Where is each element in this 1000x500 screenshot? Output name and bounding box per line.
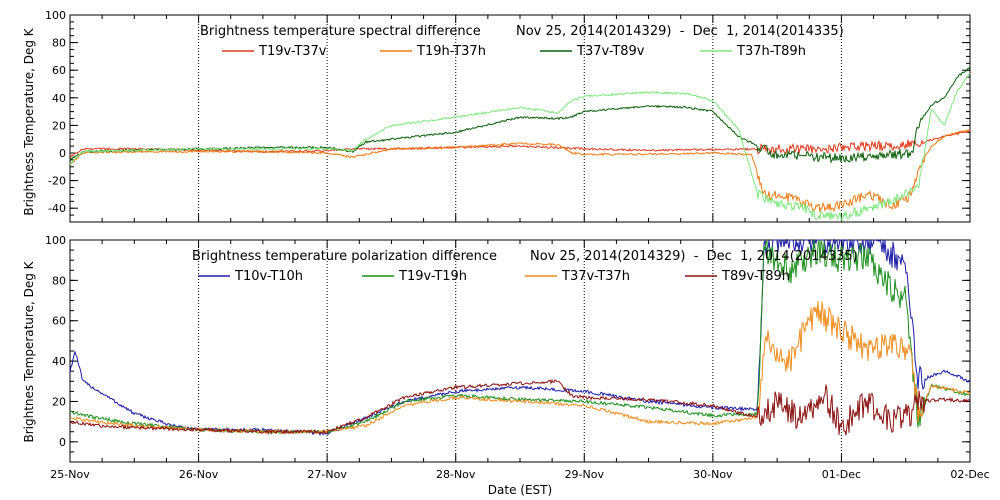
y-tick-label: 60 <box>52 315 66 328</box>
x-tick-label: 26-Nov <box>179 468 219 481</box>
y-tick-label: 40 <box>52 355 66 368</box>
y-tick-label: 40 <box>52 92 66 105</box>
polarization-chart-title: Brightness temperature polarization diff… <box>192 249 497 264</box>
y-tick-label: 20 <box>52 119 66 132</box>
legend-label: T37v-T89v <box>576 44 645 59</box>
y-tick-label: -40 <box>48 202 66 215</box>
polarization-y-axis: 0 20 40 60 80 100 <box>45 234 970 463</box>
y-tick-label: 0 <box>59 147 66 160</box>
spectral-legend: T19v-T37v T19h-T37h T37v-T89v T37h-T89h <box>222 44 806 59</box>
polarization-difference-panel: 0 20 40 60 80 100 25-Nov 26-Nov 27-Nov 28-Nov 29-… <box>22 234 990 497</box>
spectral-x-ticks <box>69 15 971 222</box>
polarization-x-axis: 25-Nov 26-Nov 27-Nov 28-Nov 29-Nov 30-Nov 01-D… <box>50 240 990 481</box>
y-tick-label: 100 <box>45 9 66 22</box>
series-line-T19v-T19h <box>69 239 971 435</box>
legend-label: T19v-T37v <box>258 44 327 59</box>
spectral-date-range: Nov 25, 2014(2014329) - Dec 1, 2014(2014… <box>516 24 844 39</box>
series-line-T10v-T10h <box>69 238 971 436</box>
legend-label: T89v-T89h <box>721 269 790 284</box>
spectral-plot-frame <box>69 14 971 223</box>
legend-label: T19v-T19h <box>398 269 467 284</box>
spectral-difference-panel: -40 -20 0 20 40 60 80 100 Brightness temperatur… <box>22 9 971 223</box>
legend-label: T19h-T37h <box>416 44 486 59</box>
series-line-T37v-T37h <box>69 300 971 435</box>
series-line-T37v-T89v <box>69 66 971 164</box>
spectral-y-axis: -40 -20 0 20 40 60 80 100 <box>45 9 970 223</box>
series-line-T89v-T89h <box>69 378 971 436</box>
x-tick-label: 02-Dec <box>950 468 989 481</box>
polarization-series-lines <box>69 238 971 436</box>
x-tick-label: 29-Nov <box>565 468 605 481</box>
polarization-y-axis-label: Brightnes Temperature, Deg K <box>22 260 36 442</box>
series-line-T37h-T89h <box>69 72 971 222</box>
x-tick-label: 27-Nov <box>307 468 347 481</box>
polarization-day-gridlines <box>198 240 842 462</box>
y-tick-label: 80 <box>52 274 66 287</box>
spectral-series-lines <box>69 66 971 222</box>
x-tick-label: 25-Nov <box>50 468 90 481</box>
x-axis-label: Date (EST) <box>488 483 552 497</box>
series-line-T19h-T37h <box>69 128 971 213</box>
x-tick-label: 30-Nov <box>693 468 733 481</box>
spectral-y-axis-label: Brightness Temperature, Deg K <box>22 27 36 215</box>
polarization-date-range: Nov 25, 2014(2014329) - Dec 1, 2014(2014… <box>530 249 858 264</box>
x-tick-label: 28-Nov <box>436 468 476 481</box>
spectral-chart-title: Brightness temperature spectral differen… <box>200 24 481 39</box>
y-tick-label: -20 <box>48 175 66 188</box>
legend-label: T10v-T10h <box>234 269 303 284</box>
x-tick-label: 01-Dec <box>822 468 861 481</box>
legend-label: T37h-T89h <box>736 44 806 59</box>
y-tick-label: 0 <box>59 436 66 449</box>
y-tick-label: 20 <box>52 395 66 408</box>
y-tick-label: 60 <box>52 64 66 77</box>
y-tick-label: 80 <box>52 37 66 50</box>
series-line-T19v-T37v <box>69 130 971 159</box>
legend-label: T37v-T37h <box>561 269 630 284</box>
polarization-legend: T10v-T10h T19v-T19h T37v-T37h T89v-T89h <box>198 269 790 284</box>
y-tick-label: 100 <box>45 234 66 247</box>
